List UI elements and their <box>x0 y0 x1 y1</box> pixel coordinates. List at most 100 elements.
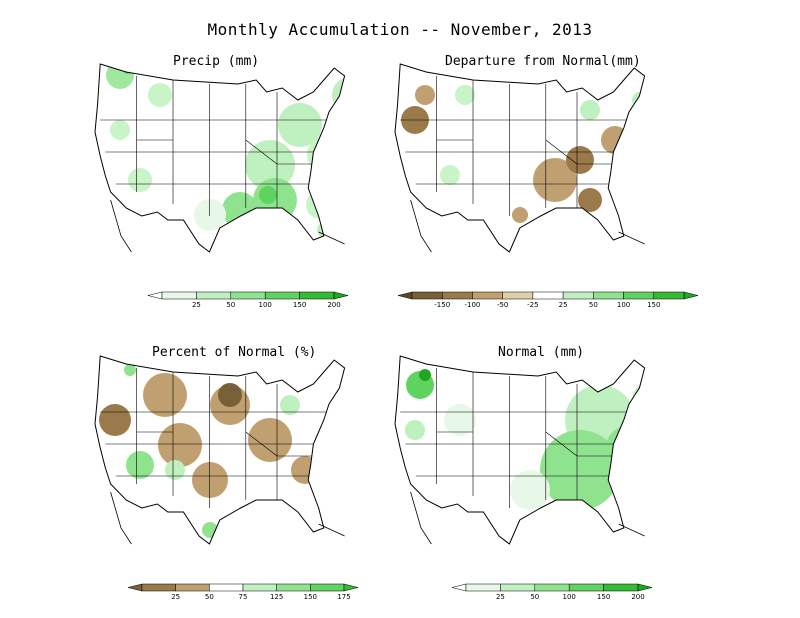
colorbar-swatch <box>502 291 534 300</box>
colorbar-swatch <box>623 291 655 300</box>
shade-patch-6 <box>192 462 228 498</box>
colorbar-swatch <box>310 583 345 592</box>
shade-patch-11 <box>280 395 300 415</box>
shade-patch-8 <box>126 451 154 479</box>
shade-patch-2 <box>405 420 425 440</box>
colorbar-tick-label: 50 <box>205 593 214 601</box>
colorbar-swatch <box>593 291 624 300</box>
panel-title-precip: Precip (mm) <box>173 54 260 69</box>
colorbar-tick-label: 150 <box>293 301 306 309</box>
colorbar-swatch <box>264 291 300 300</box>
colorbar-arrow-right <box>343 583 359 592</box>
main-title: Monthly Accumulation -- November, 2013 <box>207 20 593 39</box>
colorbar-swatch <box>534 583 570 592</box>
colorbar-swatch <box>242 583 277 592</box>
country-outline <box>394 63 646 253</box>
shade-patch-7 <box>245 140 295 190</box>
panel-title-percent: Percent of Normal (%) <box>152 345 317 360</box>
colorbar-swatch <box>161 291 197 300</box>
colorbar-swatch <box>230 291 266 300</box>
country-outline <box>94 63 346 253</box>
colorbar-swatch <box>276 583 311 592</box>
colorbar-swatch <box>141 583 176 592</box>
country-outline <box>394 355 646 545</box>
colorbar-tick-label: 50 <box>226 301 235 309</box>
shade-patch-3 <box>110 120 130 140</box>
shade-patch-12 <box>124 364 136 376</box>
shade-patch-2 <box>148 83 172 107</box>
colorbar-precip: 25 50 100 150 200 <box>147 291 349 309</box>
colorbar-departure: -150 -100 -50 -25 25 50 100 150 <box>397 291 699 309</box>
colorbar-tick-label: 125 <box>270 593 283 601</box>
shade-patch-9 <box>440 165 460 185</box>
colorbar-swatch <box>465 583 501 592</box>
colorbar-arrow-right <box>333 291 349 300</box>
shade-patch-3 <box>444 404 476 436</box>
colorbar-tick-label: -100 <box>464 301 480 309</box>
colorbar-tick-label: 75 <box>239 593 248 601</box>
shade-patch-6 <box>580 100 600 120</box>
shade-patch-7 <box>632 382 645 418</box>
shade-patch-8 <box>455 85 475 105</box>
shade-patch-5 <box>248 418 292 462</box>
colorbar-arrow-left <box>397 291 413 300</box>
colorbar-swatch <box>500 583 536 592</box>
shade-patch-9 <box>165 460 185 480</box>
colorbar-tick-label: 25 <box>192 301 201 309</box>
colorbar-swatch <box>209 583 244 592</box>
colorbar-normal: 25 50 100 150 200 <box>451 583 653 601</box>
shade-patch-8 <box>510 470 550 510</box>
colorbar-swatch <box>568 583 604 592</box>
colorbar-swatch <box>603 583 639 592</box>
shade-patch-3 <box>566 146 594 174</box>
shade-patch-6 <box>278 103 322 147</box>
shade-patch-4 <box>158 423 202 467</box>
colorbar-tick-label: 200 <box>327 301 340 309</box>
colorbar-swatch <box>411 291 443 300</box>
colorbar-swatch <box>196 291 232 300</box>
colorbar-tick-label: 100 <box>259 301 272 309</box>
colorbar-tick-label: -25 <box>527 301 538 309</box>
colorbar-swatch <box>653 291 685 300</box>
colorbar-tick-label: 25 <box>559 301 568 309</box>
shade-patch-1 <box>415 85 435 105</box>
colorbar-arrow-left <box>147 291 163 300</box>
shade-patch-5 <box>540 430 620 510</box>
colorbar-arrow-left <box>127 583 143 592</box>
colorbar-swatch <box>441 291 473 300</box>
shade-patch-10 <box>512 207 528 223</box>
colorbar-tick-label: 200 <box>631 593 644 601</box>
colorbar-tick-label: -50 <box>497 301 508 309</box>
colorbar-tick-label: 100 <box>617 301 630 309</box>
colorbar-percent: 25 50 75 125 150 175 <box>127 583 359 601</box>
colorbar-tick-label: 175 <box>337 593 350 601</box>
colorbar-tick-label: 25 <box>171 593 180 601</box>
shade-patch-3 <box>218 383 242 407</box>
country-outline <box>94 355 346 545</box>
colorbar-swatch <box>562 291 594 300</box>
colorbar-swatch <box>532 291 564 300</box>
shade-patch-4 <box>128 168 152 192</box>
colorbar-swatch <box>175 583 210 592</box>
panel-title-departure: Departure from Normal(mm) <box>445 54 641 69</box>
colorbar-tick-label: -150 <box>434 301 450 309</box>
colorbar-tick-label: 150 <box>647 301 660 309</box>
colorbar-swatch <box>299 291 335 300</box>
colorbar-tick-label: 150 <box>597 593 610 601</box>
shade-patch-2 <box>533 158 577 202</box>
shade-patch-5 <box>578 188 602 212</box>
shade-patch-1 <box>419 369 431 381</box>
shade-patch-1 <box>143 373 187 417</box>
colorbar-arrow-left <box>451 583 467 592</box>
colorbar-tick-label: 50 <box>530 593 539 601</box>
panel-title-normal: Normal (mm) <box>498 345 585 360</box>
colorbar-swatch <box>472 291 503 300</box>
colorbar-arrow-right <box>637 583 653 592</box>
shade-patch-14 <box>194 199 226 231</box>
colorbar-tick-label: 50 <box>589 301 598 309</box>
colorbar-arrow-right <box>683 291 699 300</box>
